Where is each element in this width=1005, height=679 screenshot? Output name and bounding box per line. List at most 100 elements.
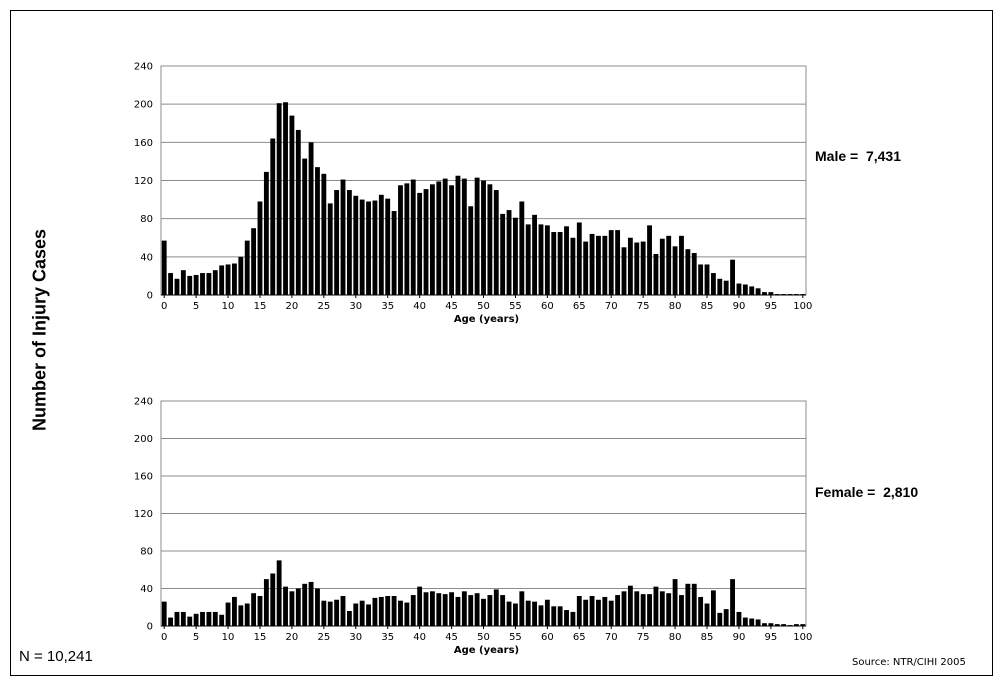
bar-age-44 (442, 178, 448, 295)
x-tick-label: 100 (793, 301, 812, 312)
bar-age-94 (762, 623, 767, 626)
bar-age-80 (672, 579, 678, 626)
bar-age-87 (717, 278, 723, 295)
bar-age-74 (634, 591, 640, 626)
bar-age-24 (315, 167, 320, 295)
bar-age-75 (640, 594, 646, 626)
bar-age-81 (679, 235, 684, 295)
bar-age-89 (730, 259, 735, 295)
y-tick-label: 120 (134, 176, 153, 187)
y-tick-label: 240 (134, 397, 153, 408)
bar-age-65 (576, 222, 582, 295)
x-tick-label: 85 (701, 632, 714, 643)
x-tick-label: 100 (793, 632, 812, 643)
x-tick-label: 5 (193, 301, 199, 312)
y-tick-label: 80 (140, 547, 153, 558)
bar-age-10 (225, 602, 231, 626)
bar-age-24 (315, 588, 320, 626)
x-tick-label: 40 (413, 632, 426, 643)
bar-age-46 (455, 175, 461, 295)
bar-age-22 (302, 583, 308, 626)
bar-age-3 (180, 611, 186, 626)
bar-age-100 (800, 624, 806, 626)
bar-age-17 (270, 138, 276, 295)
bar-age-83 (691, 583, 697, 626)
bar-age-36 (391, 596, 397, 626)
x-tick-label: 15 (254, 632, 267, 643)
bar-age-49 (474, 593, 480, 626)
bar-age-51 (487, 595, 493, 626)
bar-age-77 (653, 253, 659, 295)
female-total-label: Female = 2,810 (815, 484, 919, 500)
y-tick-label: 200 (134, 434, 153, 445)
x-tick-label: 30 (349, 632, 362, 643)
x-tick-label: 55 (509, 632, 522, 643)
bar-age-20 (289, 115, 295, 295)
bar-age-85 (704, 603, 710, 626)
bar-age-82 (685, 583, 691, 626)
bar-age-45 (449, 185, 454, 295)
bar-age-58 (532, 601, 538, 626)
bar-age-78 (659, 238, 665, 295)
bar-age-76 (647, 594, 652, 626)
bar-age-72 (621, 591, 627, 626)
bar-age-8 (212, 270, 218, 295)
bar-age-90 (736, 283, 742, 295)
bar-age-94 (762, 292, 767, 295)
bar-age-1 (168, 273, 174, 295)
source-label: Source: NTR/CIHI 2005 (852, 657, 966, 668)
bar-age-16 (263, 171, 269, 295)
x-tick-label: 60 (541, 632, 554, 643)
bar-age-42 (429, 591, 435, 626)
bar-age-62 (557, 606, 563, 626)
y-tick-label: 0 (147, 622, 153, 633)
bar-age-5 (193, 613, 199, 626)
bar-age-97 (781, 624, 787, 626)
bar-age-7 (206, 611, 212, 626)
bar-age-40 (417, 586, 423, 626)
x-tick-label: 90 (733, 301, 746, 312)
x-tick-label: 20 (286, 632, 299, 643)
bar-age-59 (538, 605, 544, 626)
bar-age-10 (225, 264, 231, 295)
bar-age-58 (532, 214, 538, 295)
bar-age-17 (270, 573, 276, 626)
bar-age-41 (423, 189, 429, 295)
bar-age-89 (730, 579, 735, 626)
bar-age-53 (500, 213, 506, 295)
bar-age-75 (640, 241, 646, 295)
bar-age-9 (219, 614, 225, 626)
bar-age-8 (212, 611, 218, 626)
bar-age-53 (500, 595, 506, 626)
bar-age-69 (602, 596, 608, 626)
x-tick-label: 15 (254, 301, 267, 312)
x-tick-label: 45 (445, 632, 458, 643)
bar-age-9 (219, 265, 225, 295)
bar-age-63 (564, 226, 569, 295)
bar-age-11 (232, 263, 237, 295)
bar-age-18 (276, 560, 282, 626)
bar-age-60 (544, 225, 550, 295)
bar-age-54 (506, 210, 512, 295)
bar-age-32 (366, 604, 371, 626)
bar-age-14 (251, 593, 257, 626)
y-tick-label: 40 (140, 584, 153, 595)
bar-age-70 (608, 600, 614, 626)
bar-age-54 (506, 601, 512, 626)
x-tick-label: 65 (573, 301, 586, 312)
bar-age-66 (583, 241, 589, 295)
bar-age-35 (385, 596, 391, 626)
x-tick-label: 85 (701, 301, 714, 312)
bar-age-34 (378, 596, 384, 626)
y-tick-label: 240 (134, 62, 153, 73)
bar-age-28 (340, 179, 346, 295)
bar-age-82 (685, 249, 691, 295)
bar-age-73 (627, 585, 633, 626)
bar-age-56 (519, 201, 525, 295)
bar-age-48 (468, 206, 474, 295)
bar-age-95 (768, 292, 774, 295)
bar-age-47 (461, 178, 467, 295)
bar-age-29 (346, 611, 352, 626)
x-tick-label: 75 (637, 632, 650, 643)
